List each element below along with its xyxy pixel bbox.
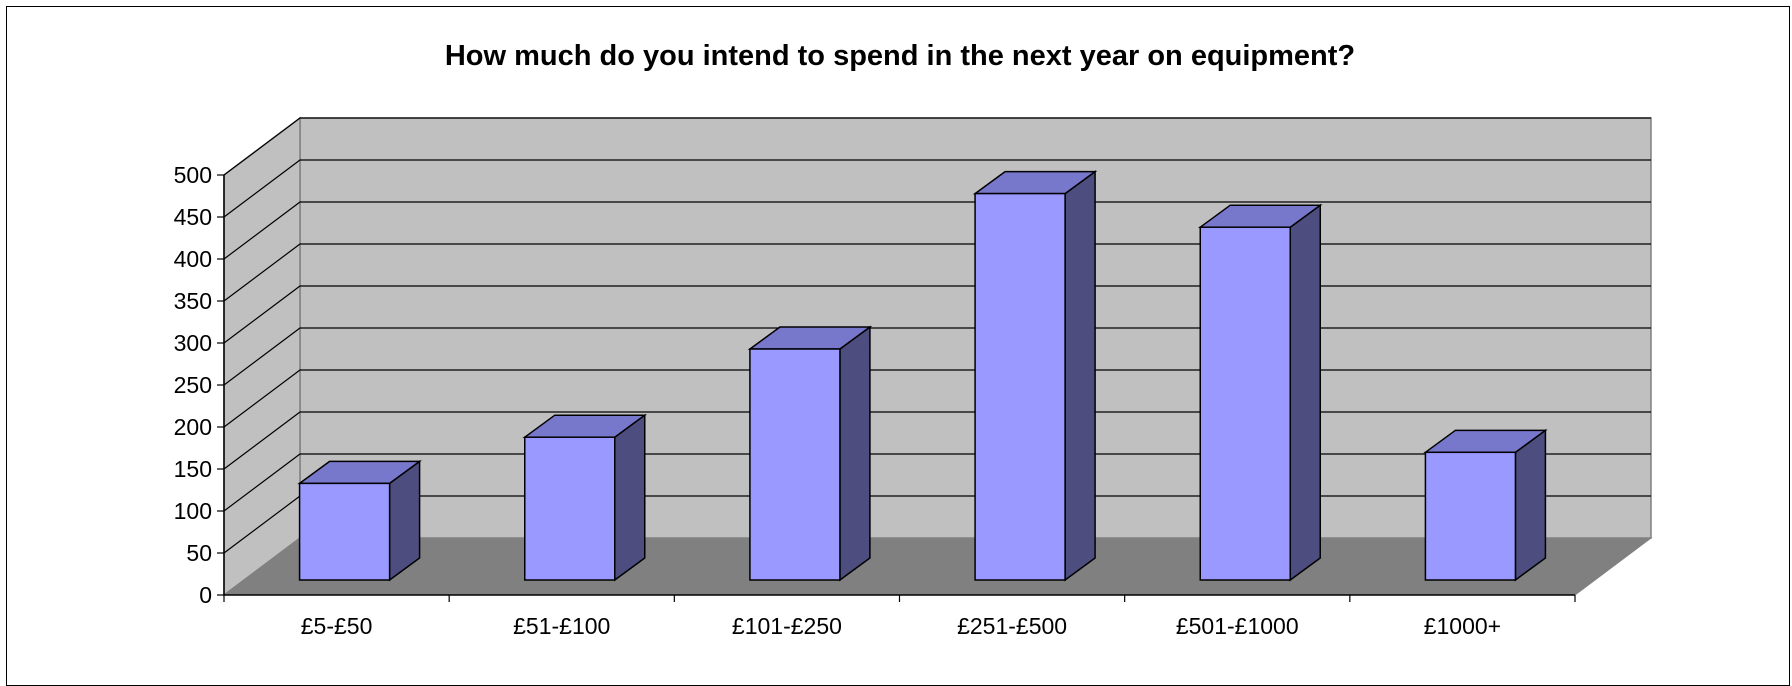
bar-side xyxy=(1514,428,1547,582)
y-tick-label: 50 xyxy=(186,540,212,566)
x-tick-label: £5-£50 xyxy=(301,613,373,639)
y-tick-label: 400 xyxy=(174,246,212,272)
gridline xyxy=(223,159,1651,218)
x-tick-label: £501-£1000 xyxy=(1176,613,1299,639)
x-tick-label: £51-£100 xyxy=(513,613,610,639)
y-tick-label: 350 xyxy=(174,288,212,314)
y-tick-label: 100 xyxy=(174,498,212,524)
y-tick-label: 250 xyxy=(174,372,212,398)
x-tick-label: £1000+ xyxy=(1424,613,1501,639)
bar xyxy=(1424,451,1517,581)
x-tick-label: £251-£500 xyxy=(957,613,1067,639)
y-tick-label: 200 xyxy=(174,414,212,440)
y-tick-label: 450 xyxy=(174,204,212,230)
y-tick-label: 500 xyxy=(174,162,212,188)
y-tick-label: 150 xyxy=(174,456,212,482)
bar-side xyxy=(1064,170,1096,582)
chart-title: How much do you intend to spend in the n… xyxy=(444,40,1356,72)
bar-side xyxy=(839,325,871,582)
bar xyxy=(524,436,616,581)
y-tick-label: 300 xyxy=(174,330,212,356)
bar-side xyxy=(614,413,646,582)
bar xyxy=(749,348,841,581)
bar xyxy=(1199,226,1291,581)
bar xyxy=(298,482,391,581)
gridline xyxy=(223,117,1651,176)
y-tick-label: 0 xyxy=(199,582,212,608)
x-tick-label: £101-£250 xyxy=(732,613,842,639)
gridline xyxy=(223,201,1651,260)
bar xyxy=(974,192,1066,581)
bar-side xyxy=(1289,203,1321,582)
